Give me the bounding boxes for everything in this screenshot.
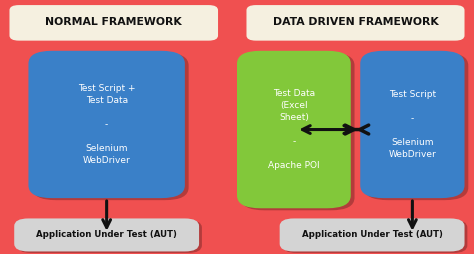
Text: Application Under Test (AUT): Application Under Test (AUT) xyxy=(36,230,177,240)
FancyBboxPatch shape xyxy=(17,220,202,253)
FancyBboxPatch shape xyxy=(237,51,351,208)
Text: NORMAL FRAMEWORK: NORMAL FRAMEWORK xyxy=(46,17,182,27)
FancyBboxPatch shape xyxy=(9,5,218,41)
FancyBboxPatch shape xyxy=(360,51,465,198)
FancyBboxPatch shape xyxy=(283,220,467,253)
Text: Test Script +
Test Data

-

Selenium
WebDriver: Test Script + Test Data - Selenium WebDr… xyxy=(78,84,136,165)
Text: DATA DRIVEN FRAMEWORK: DATA DRIVEN FRAMEWORK xyxy=(273,17,438,27)
Text: Test Script

-

Selenium
WebDriver: Test Script - Selenium WebDriver xyxy=(389,90,436,159)
FancyBboxPatch shape xyxy=(32,53,189,200)
Text: Test Data
(Excel
Sheet)

-

Apache POI: Test Data (Excel Sheet) - Apache POI xyxy=(268,89,319,170)
FancyBboxPatch shape xyxy=(280,218,465,251)
Text: Application Under Test (AUT): Application Under Test (AUT) xyxy=(301,230,443,240)
FancyBboxPatch shape xyxy=(364,53,468,200)
FancyBboxPatch shape xyxy=(28,51,185,198)
FancyBboxPatch shape xyxy=(14,218,199,251)
FancyBboxPatch shape xyxy=(241,53,355,210)
FancyBboxPatch shape xyxy=(246,5,465,41)
